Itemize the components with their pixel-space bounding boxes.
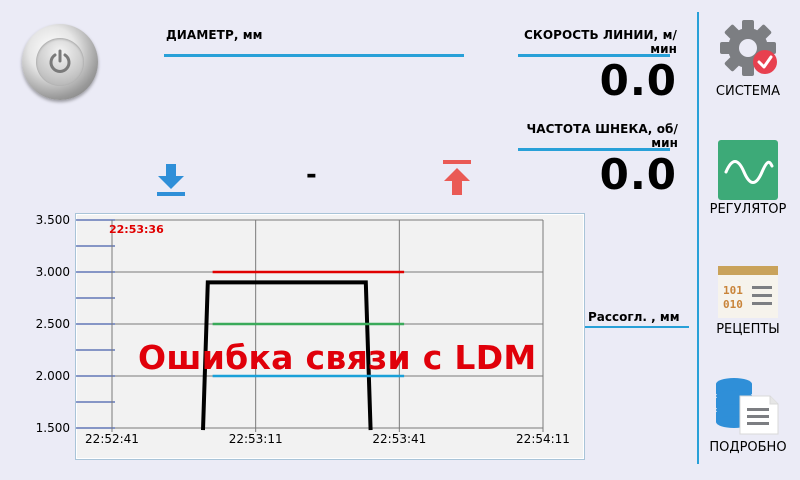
- chart-y-axis: 3.500 3.000 2.500 2.000 1.500: [36, 213, 70, 435]
- mismatch-label: Рассогл. , мм: [588, 310, 680, 324]
- screw-frequency-value: 0.0: [599, 150, 677, 199]
- gear-check-icon: [720, 20, 777, 76]
- y-tick-label: 2.000: [36, 369, 70, 383]
- y-tick-label: 3.000: [36, 265, 70, 279]
- decrease-button[interactable]: [155, 164, 187, 198]
- screw-frequency-caption: ЧАСТОТА ШНЕКА, об/мин: [526, 122, 678, 150]
- chart-grid: [76, 219, 544, 432]
- power-button[interactable]: [22, 24, 98, 100]
- chart-cursor-time: 22:53:36: [109, 223, 164, 236]
- line-speed-value: 0.0: [599, 56, 677, 105]
- sine-wave-icon: [718, 140, 778, 200]
- sidebar-item-recipes[interactable]: 101 010 РЕЦЕПТЫ: [698, 266, 798, 352]
- svg-text:010: 010: [723, 298, 743, 311]
- chart-series: [201, 270, 405, 431]
- y-tick-label: 1.500: [36, 421, 70, 435]
- sidebar-item-regulator-label: РЕГУЛЯТОР: [709, 202, 787, 217]
- database-document-icon: [716, 378, 779, 435]
- y-tick-label: 3.500: [36, 213, 70, 227]
- diameter-underline: [164, 54, 464, 57]
- sidebar-item-system-label: СИСТЕМА: [715, 84, 781, 99]
- connection-error-message: Ошибка связи с LDM: [138, 338, 537, 377]
- x-tick-label: 22:54:11: [516, 432, 570, 446]
- sidebar-item-details-label: ПОДРОБНО: [709, 440, 787, 455]
- sidebar-item-system[interactable]: СИСТЕМА: [698, 14, 798, 106]
- diameter-value: -: [306, 160, 317, 190]
- chart-x-axis: 22:52:41 22:53:11 22:53:41 22:54:11: [85, 432, 570, 446]
- mismatch-underline: [585, 326, 689, 328]
- line-speed-underline: [518, 54, 670, 57]
- series-line-1: [201, 280, 373, 431]
- trend-chart-panel: [75, 213, 585, 460]
- power-button-face: [36, 38, 84, 86]
- screw-frequency-underline: [518, 148, 670, 151]
- arrow-down-to-line-icon: [157, 164, 185, 196]
- x-tick-label: 22:53:41: [372, 432, 426, 446]
- power-icon: [49, 49, 71, 73]
- svg-text:101: 101: [723, 284, 743, 297]
- sidebar-divider: [697, 12, 699, 464]
- x-tick-label: 22:53:11: [229, 432, 283, 446]
- x-tick-label: 22:52:41: [85, 432, 139, 446]
- line-speed-caption: СКОРОСТЬ ЛИНИИ, м/мин: [524, 28, 677, 56]
- sidebar-item-regulator[interactable]: РЕГУЛЯТОР: [698, 140, 798, 224]
- arrow-up-from-line-icon: [443, 160, 471, 195]
- y-tick-label: 2.500: [36, 317, 70, 331]
- sidebar-item-recipes-label: РЕЦЕПТЫ: [716, 322, 780, 337]
- sidebar-item-details[interactable]: ПОДРОБНО: [698, 376, 798, 462]
- diameter-caption: ДИАМЕТР, мм: [166, 28, 263, 42]
- increase-button[interactable]: [441, 160, 473, 196]
- recipe-binary-icon: 101 010: [718, 266, 778, 318]
